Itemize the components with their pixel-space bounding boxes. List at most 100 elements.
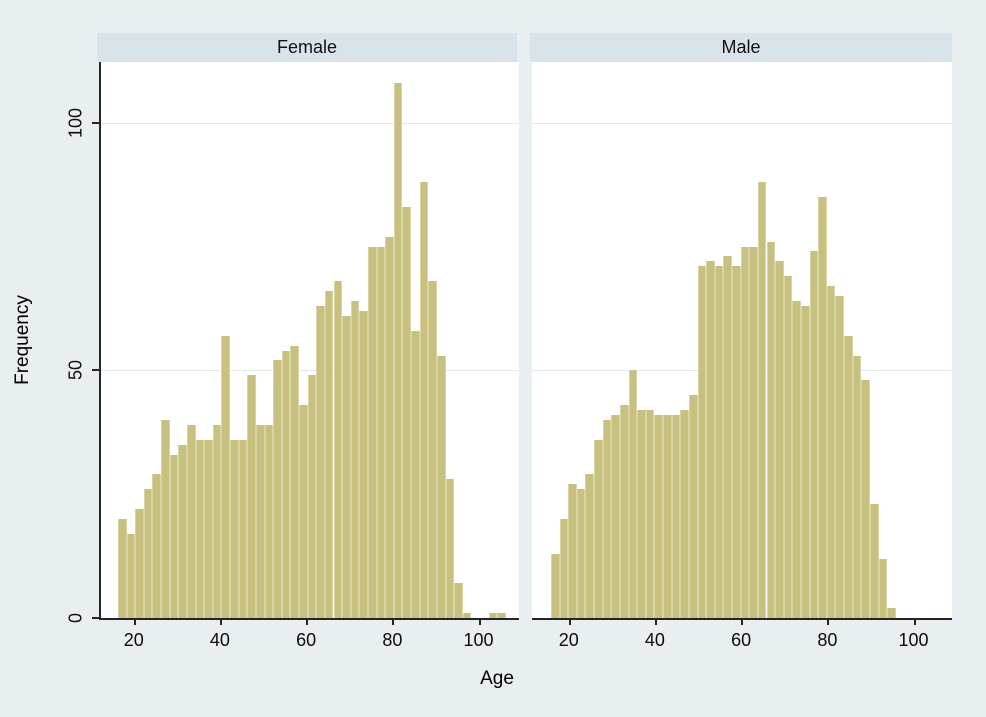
histogram-bar-male-age72 <box>792 301 801 618</box>
histogram-bar-female-age40 <box>221 335 231 618</box>
histogram-bar-male-age58 <box>732 266 741 618</box>
histogram-bar-female-age54 <box>281 350 291 618</box>
histogram-bar-female-age88 <box>428 281 437 618</box>
x-tick-male-40 <box>654 618 657 625</box>
x-tick-label-female-100: 100 <box>463 630 494 650</box>
histogram-bar-male-age28 <box>602 419 612 618</box>
histogram-bar-male-age18 <box>559 518 569 618</box>
histogram-bar-male-age40 <box>654 414 664 618</box>
histogram-bar-male-age56 <box>723 256 732 618</box>
x-axis-title: Age <box>480 668 514 689</box>
histogram-bar-male-age66 <box>766 241 776 618</box>
histogram-bar-male-age94 <box>887 608 896 618</box>
gridline-y50 <box>101 370 519 372</box>
y-tick-50 <box>92 369 99 372</box>
x-tick-male-80 <box>827 618 830 625</box>
y-tick-100 <box>92 121 99 124</box>
histogram-bar-female-age22 <box>143 489 153 618</box>
x-tick-label-male-20: 20 <box>558 630 579 650</box>
panel-title-male: Male <box>721 37 761 57</box>
histogram-bar-female-age28 <box>169 454 179 618</box>
x-tick-female-40 <box>219 618 222 625</box>
histogram-bar-female-age68 <box>342 315 351 618</box>
histogram-bar-female-age74 <box>367 246 377 618</box>
y-tick-0 <box>92 617 99 619</box>
histogram-bar-female-age70 <box>350 301 360 618</box>
panel-strip-male: Male <box>530 33 952 62</box>
histogram-bar-female-age94 <box>454 583 463 618</box>
x-tick-label-male-40: 40 <box>644 630 665 650</box>
histogram-bar-male-age36 <box>637 409 646 618</box>
histogram-bar-female-age86 <box>419 182 429 618</box>
x-tick-label-female-20: 20 <box>123 630 144 650</box>
x-tick-label-female-40: 40 <box>209 630 230 650</box>
histogram-bar-male-age60 <box>740 246 750 618</box>
histogram-bar-female-age62 <box>316 305 325 618</box>
histogram-bar-female-age44 <box>238 439 248 618</box>
x-tick-label-female-60: 60 <box>296 630 317 650</box>
gridline-y100 <box>532 122 952 124</box>
histogram-bar-male-age70 <box>783 276 793 618</box>
x-tick-female-20 <box>133 618 136 625</box>
x-tick-label-female-80: 80 <box>382 630 403 650</box>
histogram-bar-female-age66 <box>333 281 343 618</box>
histogram-bar-female-age32 <box>186 424 196 618</box>
histogram-bar-female-age18 <box>126 533 136 618</box>
histogram-bar-female-age36 <box>204 439 213 618</box>
histogram-bar-male-age62 <box>749 246 758 618</box>
histogram-bar-female-age72 <box>359 310 368 618</box>
plot-area-female <box>99 62 519 620</box>
histogram-bar-male-age20 <box>568 484 577 618</box>
x-tick-label-male-80: 80 <box>817 630 838 650</box>
gridline-y100 <box>101 122 519 124</box>
histogram-bar-female-age34 <box>195 439 205 618</box>
histogram-bar-male-age74 <box>800 305 810 618</box>
histogram-bar-male-age64 <box>757 182 767 618</box>
histogram-bar-female-age84 <box>411 330 420 618</box>
histogram-bar-female-age92 <box>445 479 455 618</box>
histogram-bar-male-age44 <box>671 414 681 618</box>
x-tick-male-100 <box>913 618 916 625</box>
histogram-bar-female-age26 <box>161 419 170 618</box>
panel-strip-female: Female <box>97 33 517 62</box>
histogram-bar-male-age82 <box>835 296 845 618</box>
histogram-bar-female-age60 <box>307 375 317 618</box>
histogram-bar-female-age56 <box>290 345 299 618</box>
histogram-bar-male-age52 <box>706 261 715 618</box>
histogram-bar-female-age78 <box>385 236 394 618</box>
histogram-bar-female-age24 <box>152 474 162 618</box>
histogram-bar-male-age90 <box>869 504 879 618</box>
histogram-bar-female-age96 <box>462 613 472 618</box>
histogram-bar-female-age50 <box>264 424 274 618</box>
histogram-bar-male-age46 <box>680 409 689 618</box>
histogram-bar-female-age58 <box>299 405 308 618</box>
histogram-bar-female-age64 <box>324 291 334 618</box>
x-tick-male-60 <box>741 618 744 625</box>
histogram-bar-male-age50 <box>697 266 707 618</box>
histogram-bar-male-age38 <box>645 409 655 618</box>
y-tick-label-50: 50 <box>65 360 86 381</box>
histogram-bar-male-age42 <box>663 414 672 618</box>
histogram-bar-male-age76 <box>809 251 819 618</box>
x-tick-label-male-100: 100 <box>898 630 929 650</box>
histogram-bar-male-age92 <box>878 558 888 618</box>
histogram-bar-female-age16 <box>118 518 127 618</box>
histogram-bar-female-age82 <box>402 206 412 618</box>
x-tick-label-male-60: 60 <box>731 630 752 650</box>
histogram-bar-male-age84 <box>844 335 853 618</box>
histogram-bar-female-age104 <box>497 613 506 618</box>
y-tick-label-0: 0 <box>65 612 86 624</box>
histogram-bar-male-age24 <box>585 474 595 618</box>
x-tick-female-60 <box>306 618 309 625</box>
histogram-bar-male-age68 <box>775 261 784 618</box>
x-tick-female-80 <box>392 618 395 625</box>
histogram-bar-female-age46 <box>247 375 256 618</box>
histogram-bar-female-age20 <box>135 509 144 618</box>
histogram-bar-female-age76 <box>376 246 386 618</box>
x-tick-female-100 <box>478 618 481 625</box>
y-axis-title: Frequency <box>12 295 33 385</box>
histogram-bar-male-age16 <box>551 553 560 618</box>
y-tick-label-100: 100 <box>65 107 86 138</box>
histogram-bar-female-age90 <box>436 355 446 618</box>
